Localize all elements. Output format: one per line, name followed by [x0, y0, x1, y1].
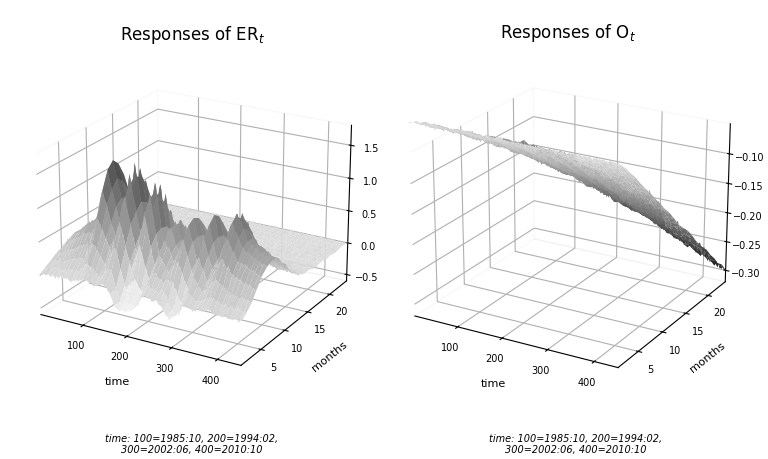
Text: time: 100=1985:10, 200=1994:02,
300=2002:06, 400=2010:10: time: 100=1985:10, 200=1994:02, 300=2002…: [489, 433, 663, 454]
Y-axis label: months: months: [310, 338, 349, 372]
X-axis label: time: time: [481, 378, 506, 388]
X-axis label: time: time: [105, 376, 131, 386]
Y-axis label: months: months: [688, 340, 727, 374]
Text: time: 100=1985:10, 200=1994:02,
300=2002:06, 400=2010:10: time: 100=1985:10, 200=1994:02, 300=2002…: [105, 433, 279, 454]
Title: Responses of O$_t$: Responses of O$_t$: [500, 22, 637, 44]
Title: Responses of ER$_t$: Responses of ER$_t$: [120, 24, 264, 46]
